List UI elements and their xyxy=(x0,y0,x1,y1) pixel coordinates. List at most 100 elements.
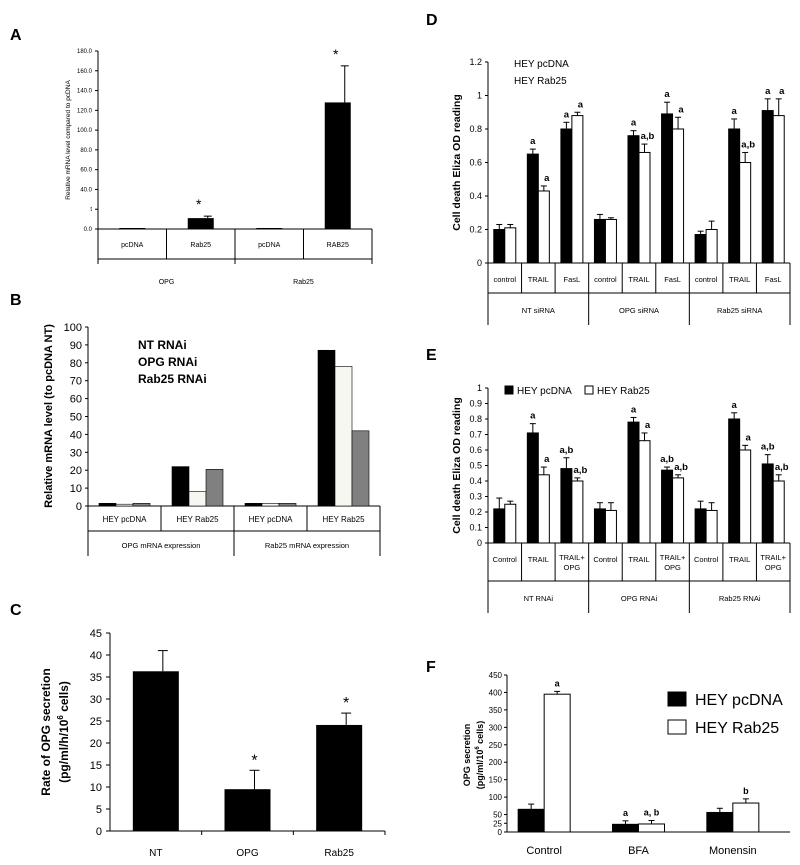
y-tick-label: 40 xyxy=(90,650,102,662)
bar xyxy=(244,503,263,507)
bar xyxy=(504,503,517,544)
y-tick-label: 300 xyxy=(489,723,503,732)
y-tick-label: 200 xyxy=(489,758,503,767)
y-tick-label: 0.4 xyxy=(469,191,482,201)
superscript: 6 xyxy=(475,746,481,750)
y-tick-label: 0.4 xyxy=(469,476,482,486)
x-tick-label: Monensin xyxy=(709,845,757,857)
y-tick-label: 0 xyxy=(498,828,503,837)
significance-label: * xyxy=(196,196,202,212)
group-label: Rab25 mRNA expression xyxy=(265,541,349,550)
bar xyxy=(504,227,517,264)
bar xyxy=(115,503,134,507)
bar xyxy=(517,808,545,833)
significance-label: a xyxy=(578,99,584,110)
y-tick-label: 25 xyxy=(493,819,502,828)
y-tick-label: 400 xyxy=(489,688,503,697)
bar xyxy=(627,135,640,264)
y-axis-label: Cell death Eliza OD reading xyxy=(451,397,463,534)
y-tick-label: 20 xyxy=(90,738,102,750)
significance-label: a xyxy=(765,86,771,97)
y-tick-label: 100 xyxy=(64,322,82,334)
significance-label: a,b xyxy=(741,139,755,150)
bar xyxy=(278,503,297,507)
legend-label: HEY pcDNA xyxy=(517,386,572,397)
y-tick-label: 1.2 xyxy=(469,57,482,67)
y-tick-label: 0.6 xyxy=(469,158,482,168)
y-axis-label: Relative mRNA level (to pcDNA NT) xyxy=(43,324,55,508)
y-tick-label: 0 xyxy=(76,501,82,513)
panel-label: E xyxy=(426,347,437,364)
bar xyxy=(537,190,550,264)
x-tick-label: TRAIL xyxy=(628,275,649,284)
legend-label: HEY Rab25 xyxy=(695,720,779,737)
bar xyxy=(638,823,665,833)
x-tick-label: TRAIL xyxy=(528,555,549,564)
significance-label: a xyxy=(564,109,570,120)
panel-label: F xyxy=(426,659,436,676)
x-tick-label: FasL xyxy=(664,275,681,284)
y-tick-label: 30 xyxy=(70,447,82,459)
group-label: Rab25 RNAi xyxy=(719,594,761,603)
bar xyxy=(132,503,151,507)
significance-label: a,b xyxy=(660,454,674,465)
group-label: OPG siRNA xyxy=(619,306,659,315)
bar xyxy=(543,693,571,833)
x-tick-label: OPG xyxy=(564,563,581,572)
bar xyxy=(705,229,718,264)
x-tick-label: BFA xyxy=(628,845,649,857)
x-tick-label: control xyxy=(695,275,718,284)
bar xyxy=(537,474,550,544)
y-axis-label: Relative mRNA level compared to pcDNA xyxy=(65,80,72,200)
y-tick-label: 45 xyxy=(90,628,102,640)
legend-label: NT RNAi xyxy=(138,338,187,352)
y-tick-label: 160.0 xyxy=(77,69,93,75)
legend-label: HEY Rab25 xyxy=(597,386,650,397)
y-tick-label: 60 xyxy=(70,394,82,406)
y-tick-label: 0.2 xyxy=(469,507,482,517)
bar xyxy=(672,477,685,544)
y-tick-label: 35 xyxy=(90,672,102,684)
group-label: Rab25 siRNA xyxy=(717,306,762,315)
significance-label: a xyxy=(530,411,536,422)
bar xyxy=(604,509,617,544)
significance-label: a,b xyxy=(574,465,588,476)
bar xyxy=(493,229,506,264)
superscript: 6 xyxy=(56,715,65,720)
y-tick-label: 30 xyxy=(90,694,102,706)
panel-label: A xyxy=(10,27,22,44)
significance-label: a xyxy=(779,86,785,97)
y-axis-label-units: (pg/ml/h/106 cells) xyxy=(56,681,71,783)
x-tick-label: TRAIL+ xyxy=(660,553,686,562)
units-end: cells) xyxy=(475,721,485,747)
bar xyxy=(627,421,640,544)
bar xyxy=(316,724,363,831)
bar xyxy=(661,113,674,264)
x-tick-label: TRAIL xyxy=(729,275,750,284)
significance-label: a xyxy=(732,106,738,117)
y-axis-label: OPG secretion xyxy=(462,724,472,787)
x-tick-label: FasL xyxy=(564,275,581,284)
legend-swatch xyxy=(504,385,514,395)
group-label: OPG RNAi xyxy=(621,594,658,603)
y-tick-label: 0.3 xyxy=(469,492,482,502)
panel-b: B Relative mRNA level (to pcDNA NT) 0 10 20 3… xyxy=(10,292,381,556)
legend-swatch xyxy=(584,385,594,395)
bar xyxy=(493,508,506,544)
y-tick-label: 180.0 xyxy=(77,49,93,55)
bar xyxy=(261,503,280,507)
bar xyxy=(694,234,707,264)
y-tick-label: 140.0 xyxy=(77,89,93,95)
significance-label: a xyxy=(678,104,684,115)
bar xyxy=(612,823,639,833)
y-tick-label: 25 xyxy=(90,716,102,728)
legend-label: HEY pcDNA xyxy=(514,59,569,70)
y-axis-label: Cell death Eliza OD reading xyxy=(451,94,463,231)
bar xyxy=(728,128,741,264)
x-tick-label: NT xyxy=(149,848,162,859)
y-tick-label: 0.2 xyxy=(469,225,482,235)
x-tick-label: TRAIL xyxy=(528,275,549,284)
y-tick-label: t xyxy=(90,207,92,213)
y-tick-label: 100.0 xyxy=(77,128,93,134)
